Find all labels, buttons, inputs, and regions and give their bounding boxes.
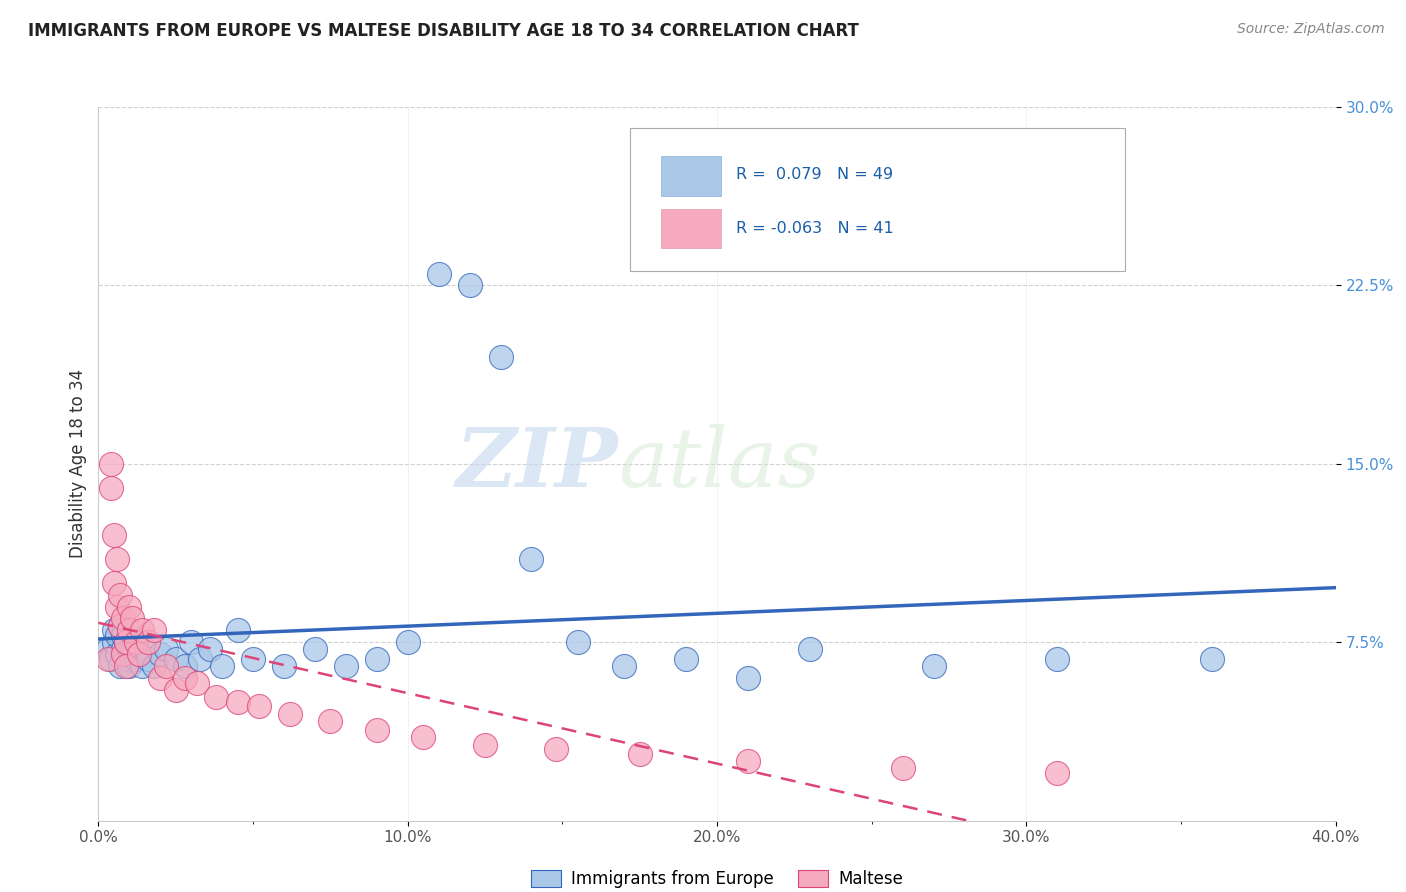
Point (118, 624, 141, 638)
Point (396, 635, 419, 649)
Point (427, 267, 450, 281)
Point (247, 699, 270, 714)
Point (105, 647, 128, 661)
Point (613, 659, 636, 673)
Point (115, 659, 138, 673)
Point (100, 652, 122, 666)
Point (180, 635, 202, 649)
Point (134, 642, 156, 657)
Point (737, 671, 759, 685)
Point (121, 642, 143, 657)
Point (520, 552, 543, 566)
Point (1046, 766, 1069, 780)
Text: R =  0.079   N = 49: R = 0.079 N = 49 (735, 168, 893, 182)
Point (136, 635, 159, 649)
Text: R = -0.063   N = 41: R = -0.063 N = 41 (735, 221, 893, 235)
Point (211, 659, 233, 673)
Text: IMMIGRANTS FROM EUROPE VS MALTESE DISABILITY AGE 18 TO 34 CORRELATION CHART: IMMIGRANTS FROM EUROPE VS MALTESE DISABI… (28, 22, 859, 40)
Point (128, 647, 150, 661)
Point (108, 588, 131, 602)
Point (118, 647, 141, 661)
Point (1201, 652, 1223, 666)
Point (103, 528, 125, 542)
Point (799, 642, 821, 657)
Point (124, 652, 146, 666)
Point (304, 642, 326, 657)
Point (567, 635, 589, 649)
Point (226, 624, 249, 638)
Point (922, 659, 945, 673)
Point (100, 457, 122, 471)
Point (136, 652, 159, 666)
Point (174, 671, 197, 685)
Point (474, 738, 496, 752)
Point (155, 659, 177, 673)
Point (128, 647, 150, 661)
Point (112, 611, 135, 625)
Point (891, 761, 914, 775)
Point (628, 747, 651, 761)
Point (489, 350, 512, 364)
Point (1046, 652, 1069, 666)
Point (143, 624, 166, 638)
Point (115, 652, 138, 666)
Point (546, 742, 568, 756)
Point (118, 599, 141, 614)
Point (103, 624, 125, 638)
Point (124, 635, 146, 649)
Point (366, 652, 388, 666)
Point (121, 611, 143, 625)
Point (149, 671, 172, 685)
Point (108, 659, 131, 673)
Text: atlas: atlas (619, 424, 821, 504)
Point (105, 552, 128, 566)
Point (143, 659, 166, 673)
Point (198, 642, 221, 657)
Point (165, 652, 187, 666)
Point (273, 659, 295, 673)
Point (100, 481, 122, 495)
Y-axis label: Disability Age 18 to 34: Disability Age 18 to 34 (69, 369, 87, 558)
Point (115, 635, 138, 649)
Point (108, 618, 131, 632)
FancyBboxPatch shape (630, 128, 1125, 271)
Text: Source: ZipAtlas.com: Source: ZipAtlas.com (1237, 22, 1385, 37)
FancyBboxPatch shape (661, 209, 721, 248)
Point (103, 575, 125, 590)
Point (205, 690, 228, 704)
Point (131, 659, 153, 673)
Point (675, 652, 697, 666)
Point (737, 754, 759, 768)
Point (458, 278, 481, 293)
FancyBboxPatch shape (661, 156, 721, 195)
Point (105, 599, 128, 614)
Point (103, 635, 125, 649)
Point (335, 659, 357, 673)
Point (186, 675, 208, 690)
Point (155, 642, 177, 657)
Legend: Immigrants from Europe, Maltese: Immigrants from Europe, Maltese (524, 863, 910, 892)
Point (105, 628, 128, 642)
Point (366, 723, 388, 738)
Point (149, 647, 172, 661)
Text: ZIP: ZIP (456, 424, 619, 504)
Point (131, 624, 153, 638)
Point (278, 706, 301, 721)
Point (118, 659, 141, 673)
Point (124, 635, 146, 649)
Point (165, 682, 187, 697)
Point (226, 695, 249, 709)
Point (112, 628, 135, 642)
Point (108, 618, 131, 632)
Point (190, 652, 212, 666)
Point (242, 652, 264, 666)
Point (112, 642, 135, 657)
Point (97, 652, 120, 666)
Point (319, 714, 342, 728)
Point (174, 659, 197, 673)
Point (412, 731, 434, 745)
Point (112, 647, 135, 661)
Point (97, 642, 120, 657)
Point (115, 635, 138, 649)
